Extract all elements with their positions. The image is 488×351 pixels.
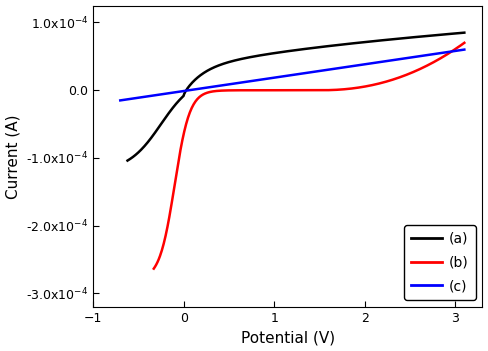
(c)	[328, 67, 334, 71]
(b)	[300, 88, 306, 92]
(c)	[322, 68, 328, 72]
(b)	[336, 88, 342, 92]
X-axis label: Potential (V): Potential (V)	[241, 330, 335, 345]
(a)	[286, 49, 292, 53]
(c)	[321, 68, 327, 72]
(b)	[151, 266, 157, 271]
(c)	[119, 98, 124, 102]
(a)	[307, 46, 313, 51]
(a)	[462, 31, 468, 35]
Line: (b): (b)	[154, 43, 465, 269]
(b)	[406, 72, 411, 76]
(b)	[462, 41, 468, 45]
(a)	[401, 36, 407, 40]
(c)	[407, 55, 413, 60]
(c)	[462, 47, 468, 52]
(c)	[117, 98, 123, 102]
Legend: (a), (b), (c): (a), (b), (c)	[405, 225, 475, 300]
Y-axis label: Current (A): Current (A)	[5, 114, 20, 199]
(c)	[429, 52, 435, 57]
(a)	[124, 158, 130, 163]
(b)	[454, 46, 460, 50]
Line: (c): (c)	[120, 49, 465, 100]
(b)	[298, 88, 304, 92]
(a)	[453, 31, 459, 35]
(a)	[325, 44, 331, 48]
Line: (a): (a)	[127, 33, 465, 160]
(b)	[319, 88, 325, 92]
(a)	[285, 49, 290, 53]
